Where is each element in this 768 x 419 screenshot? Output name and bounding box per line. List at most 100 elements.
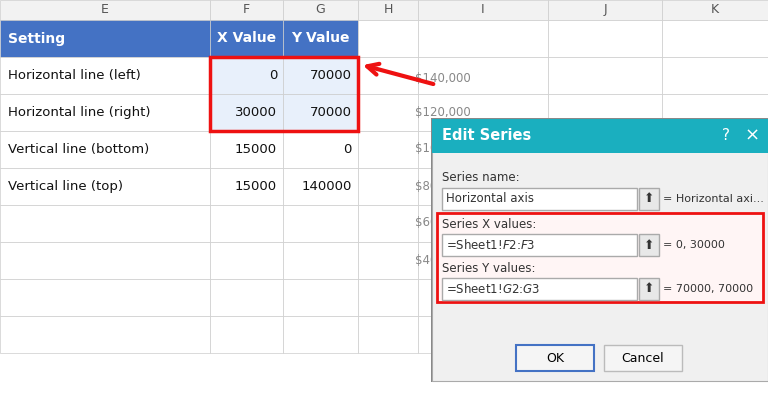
Bar: [662, 242, 768, 279]
Bar: [418, 242, 548, 279]
Bar: [0, 131, 210, 168]
Text: = 0, 30000: = 0, 30000: [663, 240, 725, 250]
Bar: [358, 205, 418, 242]
Bar: [418, 57, 548, 94]
Bar: [432, 119, 768, 153]
Bar: [210, 205, 283, 242]
Text: G: G: [316, 3, 326, 16]
Text: Series Y values:: Series Y values:: [442, 262, 535, 275]
Text: $60,000: $60,000: [415, 217, 463, 230]
Text: $140,000: $140,000: [415, 72, 471, 85]
Bar: [358, 279, 418, 316]
Text: Y Value: Y Value: [291, 31, 349, 46]
Bar: [548, 94, 662, 131]
Bar: [283, 0, 358, 20]
Bar: [0, 242, 210, 279]
Bar: [548, 205, 662, 242]
Bar: [548, 168, 662, 205]
Text: Vertical line (top): Vertical line (top): [8, 180, 123, 193]
Bar: [442, 234, 637, 256]
Bar: [418, 20, 548, 57]
Text: =Sheet1!$G$2:$G$3: =Sheet1!$G$2:$G$3: [446, 282, 540, 296]
Text: 70000: 70000: [310, 106, 352, 119]
Text: $40,000: $40,000: [415, 253, 463, 266]
Bar: [639, 188, 659, 210]
Text: Edit Series: Edit Series: [442, 129, 531, 143]
Bar: [662, 0, 768, 20]
Text: = 70000, 70000: = 70000, 70000: [663, 284, 753, 294]
Text: 70000: 70000: [310, 69, 352, 82]
Bar: [662, 279, 768, 316]
Bar: [662, 20, 768, 57]
Text: Horizontal line (right): Horizontal line (right): [8, 106, 151, 119]
Text: ⬆: ⬆: [644, 238, 654, 251]
Text: X Value: X Value: [217, 31, 276, 46]
Bar: [283, 279, 358, 316]
Bar: [210, 131, 283, 168]
Text: K: K: [711, 3, 719, 16]
Text: 0: 0: [343, 143, 352, 156]
Bar: [418, 205, 548, 242]
Text: $100,000: $100,000: [415, 142, 471, 155]
Text: J: J: [603, 3, 607, 16]
Bar: [210, 94, 283, 131]
Bar: [662, 57, 768, 94]
Bar: [432, 119, 768, 381]
Bar: [210, 0, 283, 20]
Bar: [358, 131, 418, 168]
Bar: [0, 168, 210, 205]
Text: 30000: 30000: [235, 106, 277, 119]
Text: H: H: [383, 3, 392, 16]
Text: $120,000: $120,000: [415, 106, 471, 119]
Bar: [0, 0, 210, 20]
Text: = Horizontal axi...: = Horizontal axi...: [663, 194, 764, 204]
Text: F: F: [243, 3, 250, 16]
Bar: [418, 316, 548, 353]
Text: Horizontal axis: Horizontal axis: [446, 192, 534, 205]
Bar: [283, 168, 358, 205]
Bar: [548, 0, 662, 20]
Bar: [283, 20, 358, 57]
Bar: [662, 131, 768, 168]
Bar: [210, 20, 283, 57]
Bar: [662, 94, 768, 131]
Bar: [418, 131, 548, 168]
Bar: [662, 168, 768, 205]
Text: ⬆: ⬆: [644, 282, 654, 295]
Text: ?: ?: [722, 129, 730, 143]
Bar: [210, 57, 283, 94]
Bar: [418, 168, 548, 205]
Bar: [662, 316, 768, 353]
Text: I: I: [482, 3, 485, 16]
Text: OK: OK: [546, 352, 564, 365]
Bar: [210, 168, 283, 205]
Text: 15000: 15000: [235, 143, 277, 156]
Bar: [0, 20, 210, 57]
Bar: [358, 0, 418, 20]
Bar: [516, 345, 594, 371]
Bar: [210, 57, 358, 131]
Bar: [358, 57, 418, 94]
Text: Horizontal line (left): Horizontal line (left): [8, 69, 141, 82]
Text: Setting: Setting: [8, 31, 65, 46]
Bar: [418, 279, 548, 316]
Bar: [358, 316, 418, 353]
Bar: [604, 345, 682, 371]
Bar: [639, 234, 659, 256]
Bar: [358, 168, 418, 205]
Bar: [210, 242, 283, 279]
Text: ×: ×: [744, 127, 760, 145]
Bar: [283, 242, 358, 279]
Text: Series X values:: Series X values:: [442, 218, 536, 231]
Bar: [283, 131, 358, 168]
Text: Series name:: Series name:: [442, 171, 520, 184]
Text: $80,000: $80,000: [415, 179, 463, 192]
Bar: [442, 188, 637, 210]
Bar: [0, 205, 210, 242]
Bar: [358, 20, 418, 57]
Bar: [418, 94, 548, 131]
Bar: [548, 242, 662, 279]
Bar: [210, 316, 283, 353]
Bar: [431, 118, 768, 382]
Bar: [442, 278, 637, 300]
